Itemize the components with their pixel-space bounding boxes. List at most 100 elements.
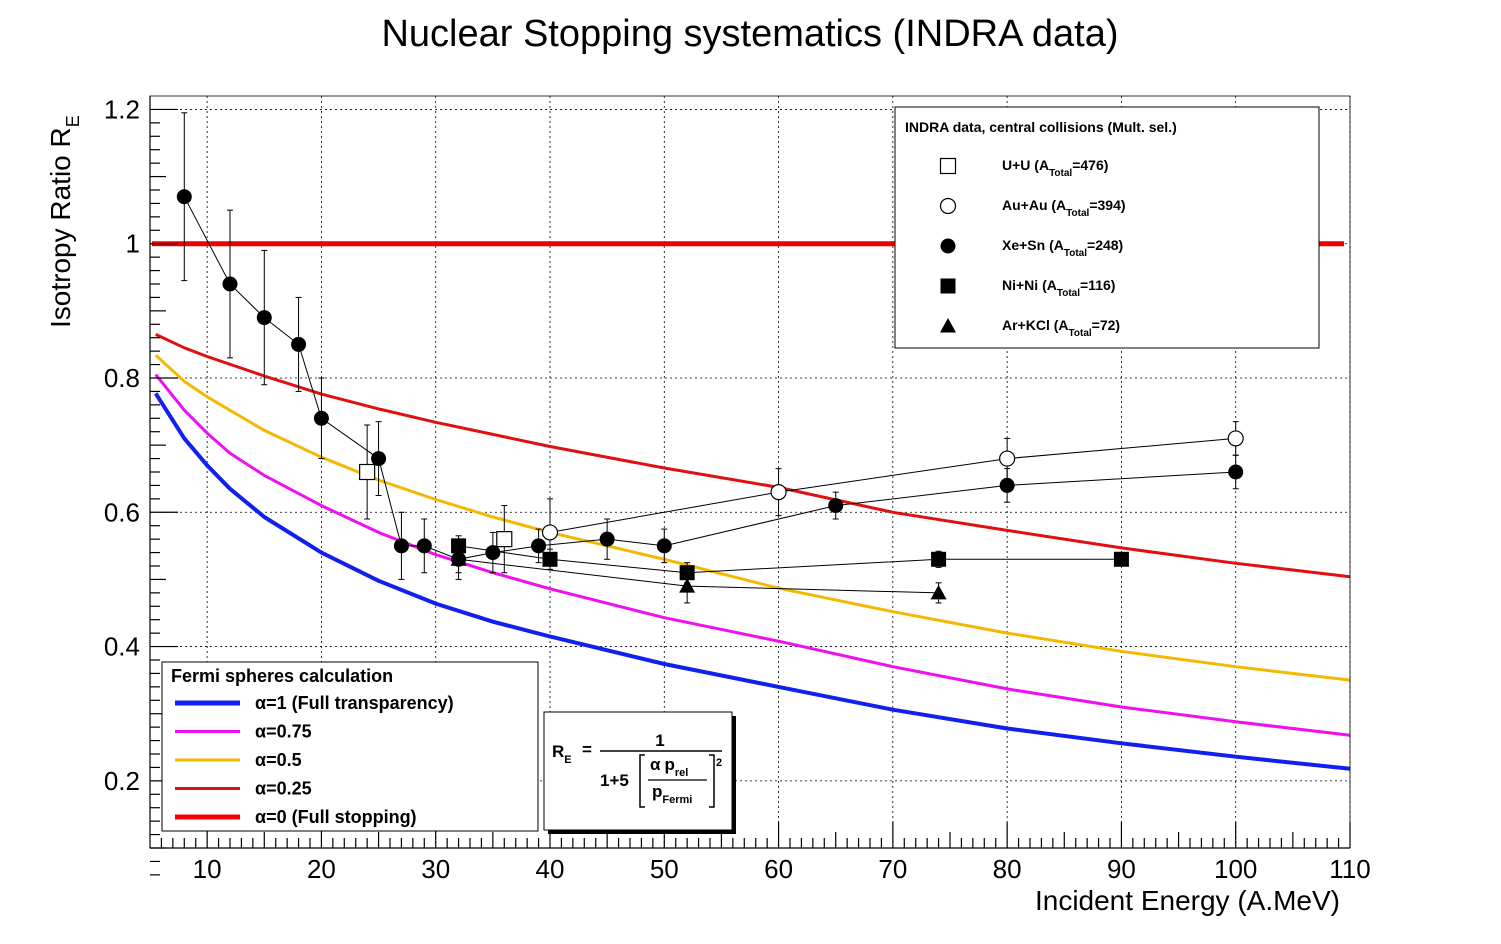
model-legend-entry: α=0.25 [175, 779, 312, 799]
data-legend: INDRA data, central collisions (Mult. se… [894, 106, 1320, 349]
formula-equals: = [582, 740, 592, 759]
x-tick-label: 20 [307, 854, 336, 884]
model-legend: Fermi spheres calculation α=1 (Full tran… [161, 661, 539, 832]
series-line [458, 545, 1122, 574]
data-legend-entry: Xe+Sn (ATotal=248) [940, 237, 1123, 259]
data-point [828, 498, 844, 514]
y-axis-label-sub: E [63, 115, 83, 127]
x-tick-label: 60 [764, 854, 793, 884]
formula-denom-prefix: 1+5 [600, 771, 629, 790]
data-point [1113, 551, 1129, 567]
data-point [770, 484, 787, 501]
data-point [176, 189, 192, 205]
formula-lhs-sub: E [564, 754, 571, 766]
data-point [485, 545, 501, 561]
data-series [176, 112, 1244, 604]
series-line [183, 196, 1236, 560]
formula-pfermi-sub: Fermi [662, 794, 692, 806]
x-tick-label: 80 [993, 854, 1022, 884]
model-legend-entry: α=0.75 [175, 722, 312, 742]
y-tick-label: 1 [126, 229, 140, 259]
data-point [656, 538, 672, 554]
data-point [222, 276, 238, 292]
x-tick-label: 100 [1214, 854, 1257, 884]
y-tick-label: 0.2 [104, 766, 140, 796]
data-point [541, 524, 559, 541]
series-au-au [541, 421, 1244, 567]
data-point [371, 451, 387, 467]
formula-box: RE = 1 1+5 α prel pFermi 2 [543, 711, 736, 834]
data-point [930, 584, 947, 600]
formula-alpha: α [650, 755, 661, 774]
legend-label: Ar+KCl (ATotal=72) [1002, 317, 1120, 339]
legend-label: α=0 (Full stopping) [255, 807, 417, 827]
data-legend-entry: Ar+KCl (ATotal=72) [940, 317, 1120, 339]
data-point [542, 551, 558, 567]
data-point [679, 578, 696, 593]
legend-label: Au+Au (ATotal=394) [1002, 197, 1126, 219]
data-point [999, 450, 1016, 467]
x-tick-label: 110 [1329, 854, 1370, 884]
y-axis-label: Isotropy Ratio RE [45, 115, 83, 328]
legend-marker [939, 197, 957, 215]
legend-label: α=0.5 [255, 750, 302, 770]
data-point [496, 531, 513, 548]
model-legend-entry: α=0 (Full stopping) [175, 807, 417, 827]
data-point [393, 538, 409, 554]
series-xe-sn [176, 112, 1244, 580]
series-line [458, 558, 939, 594]
data-legend-entry: Ni+Ni (ATotal=116) [940, 277, 1115, 299]
x-tick-label: 40 [536, 854, 565, 884]
axes: 10 20 30 40 50 60 70 80 90 100 110 0.2 0.4 0.6 0.8 1 1.2 [104, 94, 1371, 884]
x-tick-label: 30 [421, 854, 450, 884]
formula-prel-sub: rel [675, 767, 688, 779]
data-point [450, 551, 467, 566]
formula-prel: p [664, 755, 674, 774]
data-point [599, 531, 615, 547]
legend-label: α=0.25 [255, 779, 312, 799]
y-tick-label: 0.6 [104, 497, 140, 527]
legend-label: Xe+Sn (ATotal=248) [1002, 237, 1123, 259]
data-point [256, 310, 272, 326]
series-ar-kcl [450, 545, 947, 604]
legend-marker [939, 157, 957, 175]
data-point [313, 410, 329, 426]
formula-pfermi: p [652, 782, 662, 801]
svg-text:pFermi: pFermi [652, 782, 692, 806]
svg-text:RE: RE [552, 742, 572, 766]
x-tick-label: 70 [878, 854, 907, 884]
model-curve-alpha-0.5 [154, 354, 1351, 682]
data-legend-entry: U+U (ATotal=476) [939, 157, 1108, 179]
y-axis-label-main: Isotropy Ratio R [45, 127, 76, 328]
legend-marker [940, 278, 956, 294]
formula-numerator: 1 [655, 731, 664, 750]
chart-title: Nuclear Stopping systematics (INDRA data… [381, 13, 1118, 55]
model-legend-title: Fermi spheres calculation [171, 666, 393, 686]
y-tick-label: 1.2 [104, 94, 140, 124]
data-point [999, 477, 1015, 493]
x-tick-label: 10 [193, 854, 222, 884]
y-tick-label: 0.8 [104, 363, 140, 393]
data-point [291, 336, 307, 352]
data-legend-title: INDRA data, central collisions (Mult. se… [905, 119, 1177, 135]
legend-label: α=1 (Full transparency) [255, 693, 454, 713]
series-ni-ni [451, 535, 1129, 584]
legend-marker [940, 318, 956, 333]
data-point [359, 463, 376, 481]
data-legend-entry: Au+Au (ATotal=394) [939, 197, 1126, 219]
series-u-u [359, 424, 513, 574]
svg-text:Isotropy Ratio RE: Isotropy Ratio RE [45, 115, 83, 328]
y-tick-label: 0.4 [104, 632, 140, 662]
series-line [549, 437, 1236, 533]
legend-label: α=0.75 [255, 722, 312, 742]
legend-label: U+U (ATotal=476) [1002, 157, 1108, 179]
legend-marker [940, 238, 956, 254]
data-point [416, 538, 432, 554]
x-tick-label: 90 [1107, 854, 1136, 884]
data-point [1227, 430, 1244, 447]
model-curve-alpha-1 [154, 392, 1351, 771]
data-point [931, 551, 947, 567]
x-axis-label: Incident Energy (A.MeV) [1035, 885, 1340, 916]
